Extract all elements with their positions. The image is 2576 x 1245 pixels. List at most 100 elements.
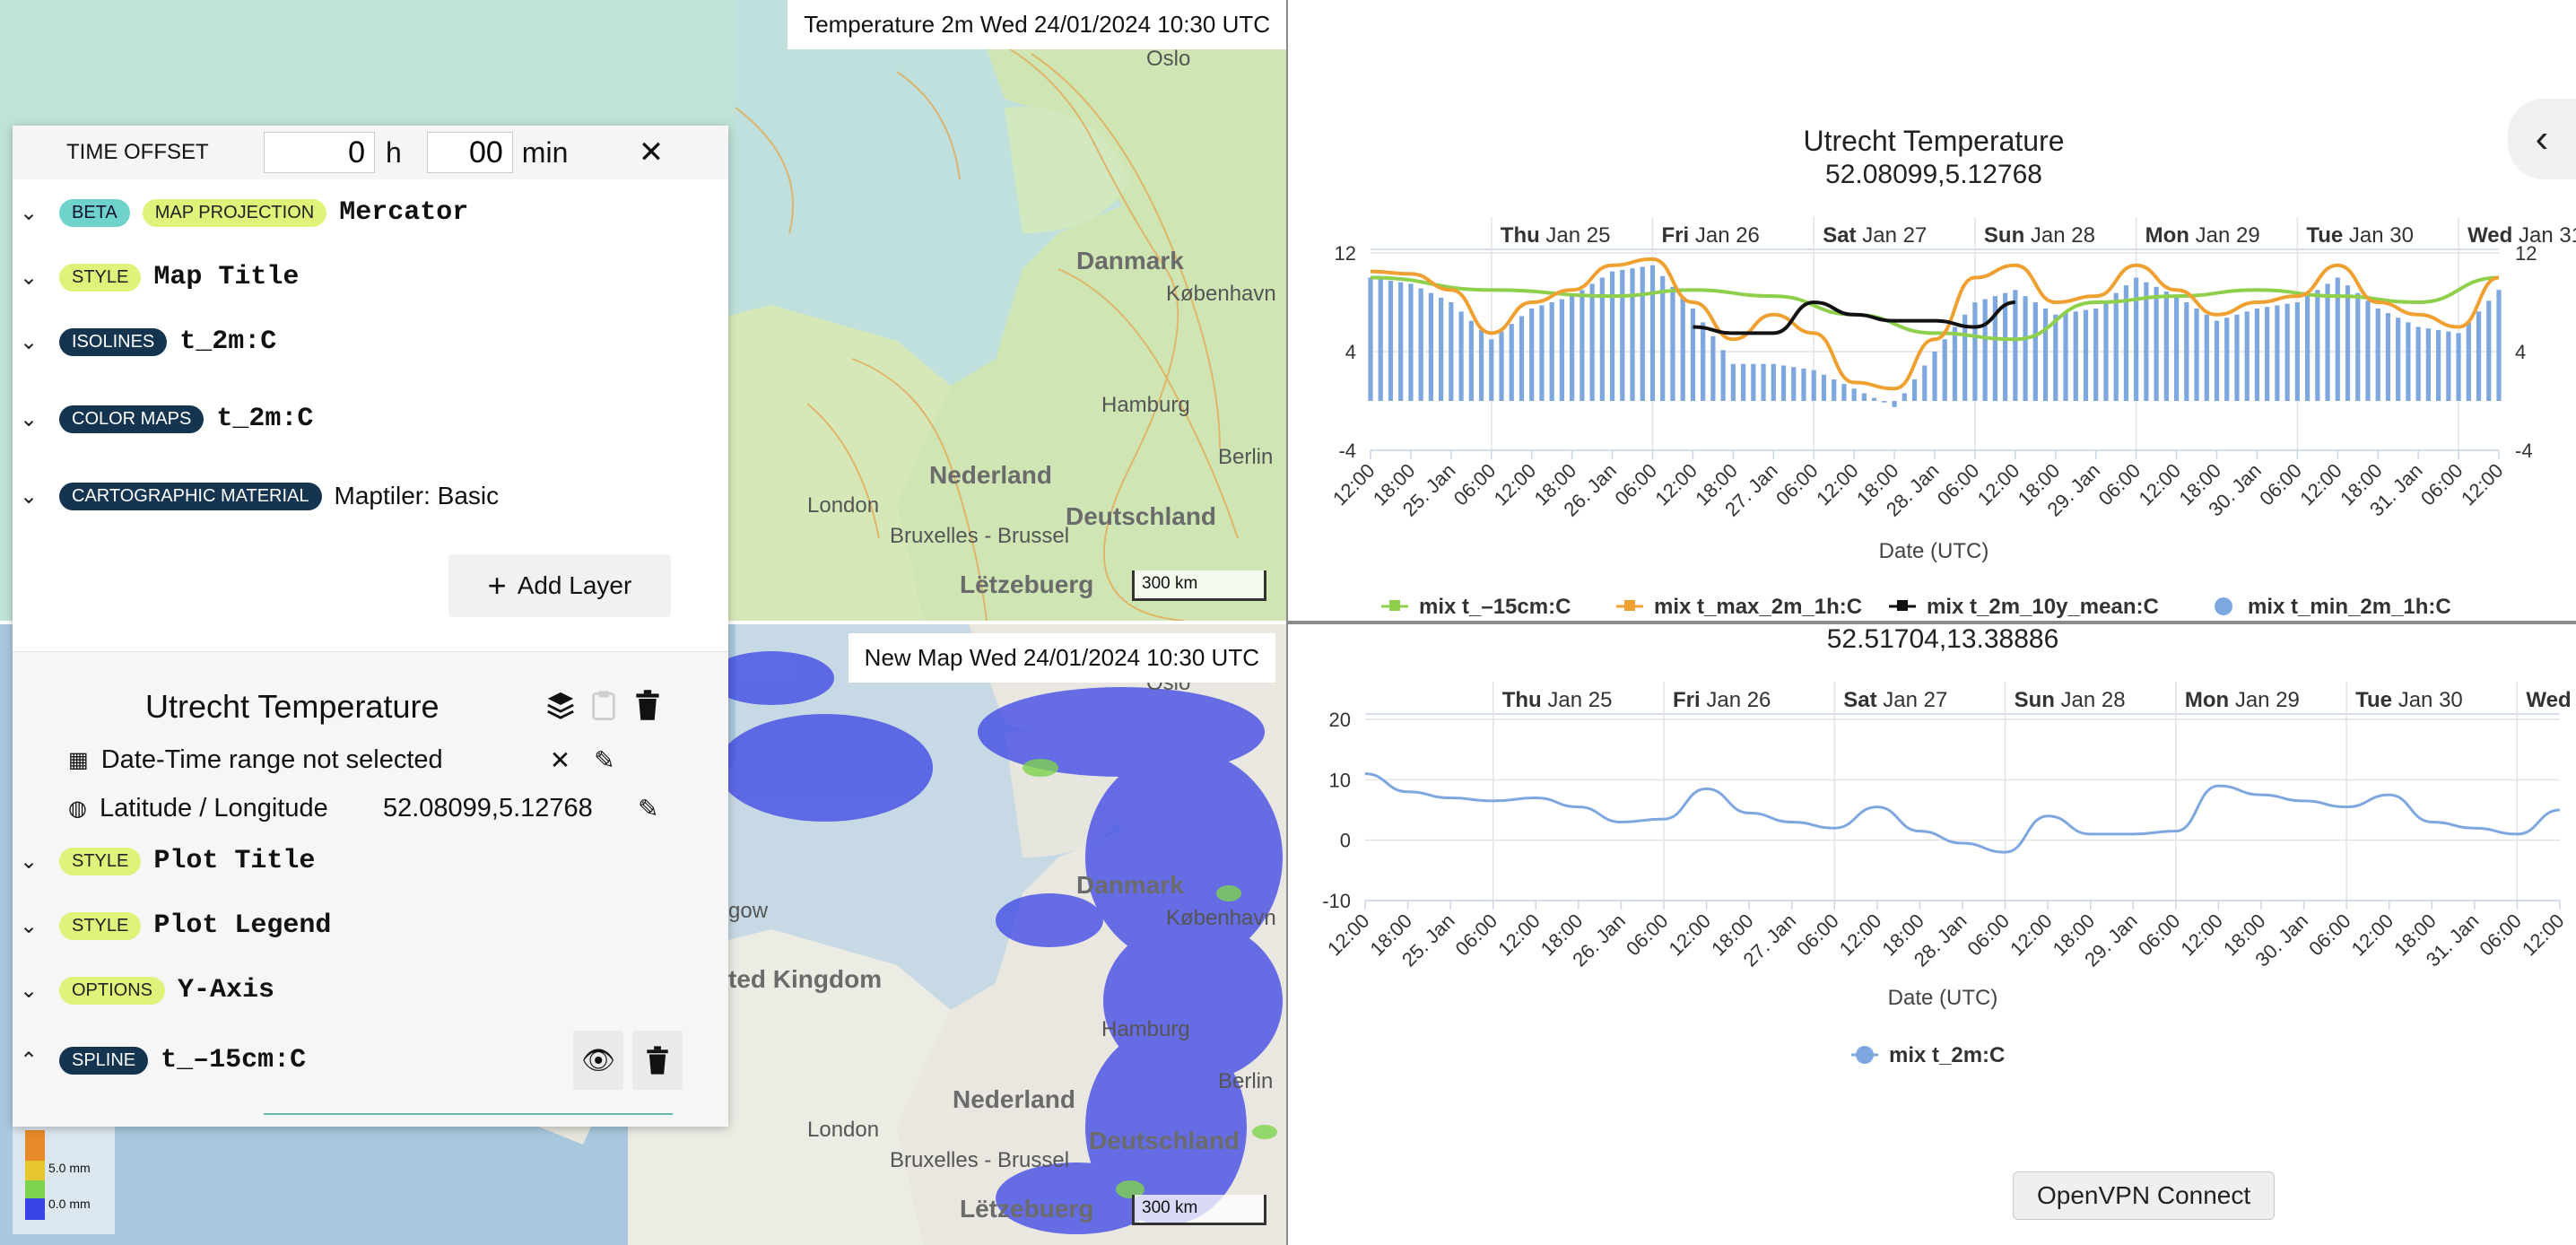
x-tick-label: 06:00 — [2255, 459, 2306, 510]
eye-icon[interactable]: 👁 — [573, 1031, 624, 1090]
bar — [1832, 379, 1837, 401]
layer-row-projection[interactable]: ⌄ BETA MAP PROJECTION Mercator — [13, 190, 728, 235]
bar — [2163, 291, 2169, 401]
x-tick-label: 06:00 — [1933, 459, 1984, 510]
trash-icon[interactable] — [635, 690, 660, 725]
bar — [2396, 318, 2401, 401]
chart-title: Utrecht Temperature — [1803, 125, 2064, 157]
bar — [1398, 282, 1404, 401]
chart-bottom: 52.51704,13.38886 20 10 0 -10 Thu Jan 25 Fri J… — [1288, 624, 2576, 1245]
plot-row-yaxis[interactable]: ⌄ OPTIONS Y-Axis — [13, 968, 728, 1013]
place-nederland: Nederland — [929, 461, 1052, 489]
plot-section: Utrecht Temperature ▦ Date-Time range no… — [13, 651, 728, 1127]
time-offset-hours-input[interactable] — [264, 132, 375, 173]
globe-icon: ◍ — [68, 796, 87, 821]
layer-row-cartographic[interactable]: ⌄ CARTOGRAPHIC MATERIAL Maptiler: Basic — [13, 474, 728, 518]
x-tick-label: 06:00 — [1792, 910, 1843, 961]
badge-style: STYLE — [59, 263, 142, 292]
plot-row-spline[interactable]: ⌃ SPLINE t_–15cm:C 👁 — [13, 1029, 728, 1092]
bar — [2093, 308, 2099, 401]
chevron-down-icon[interactable]: ⌄ — [19, 406, 39, 431]
bar — [1489, 339, 1494, 401]
bar — [1872, 397, 1877, 401]
plus-icon: + — [487, 567, 507, 604]
bar — [1649, 265, 1656, 401]
bar — [1952, 326, 1958, 401]
top-axis-label: Sun Jan 28 — [2015, 688, 2126, 712]
layers-icon[interactable] — [545, 690, 576, 725]
x-tick-label: 12:00 — [1835, 910, 1886, 961]
bar — [1922, 365, 1928, 401]
chart-subtitle: 52.08099,5.12768 — [1825, 160, 2042, 189]
bar — [1640, 266, 1645, 401]
bar — [1740, 363, 1746, 401]
chevron-down-icon[interactable]: ⌄ — [19, 200, 39, 225]
layer-row-color-maps[interactable]: ⌄ COLOR MAPS t_2m:C — [13, 396, 728, 441]
x-tick-label: 12:00 — [1812, 459, 1863, 510]
clear-icon[interactable]: ✕ — [549, 745, 571, 774]
top-axis-label: Mon Jan 29 — [2185, 688, 2300, 712]
place-berlin: Berlin — [1218, 445, 1274, 469]
edit-icon[interactable]: ✎ — [594, 745, 615, 774]
bar — [2345, 285, 2351, 401]
bar — [1992, 296, 1997, 401]
legend-marker — [1389, 600, 1400, 611]
bar — [2365, 300, 2371, 401]
x-tick-label: 12:00 — [2295, 459, 2346, 510]
trash-icon[interactable] — [632, 1031, 683, 1090]
plot-row-legend[interactable]: ⌄ STYLE Plot Legend — [13, 903, 728, 948]
bar — [2355, 292, 2361, 401]
place-letzebuerg: Lëtzebuerg — [960, 570, 1094, 598]
top-axis-label: Thu Jan 25 — [1501, 223, 1611, 248]
x-tick-label: 12:00 — [2347, 910, 2398, 961]
map-top-scale: 300 km — [1132, 570, 1266, 601]
bar — [2234, 314, 2240, 401]
time-offset-minutes-input[interactable] — [426, 132, 513, 173]
legend-label: mix t_min_2m_1h:C — [2248, 595, 2451, 619]
clipboard-icon[interactable] — [590, 690, 617, 725]
badge-color-maps: COLOR MAPS — [59, 405, 205, 433]
y-tick-label: 20 — [1329, 709, 1351, 731]
chevron-down-icon[interactable]: ⌄ — [19, 849, 39, 874]
chart-bottom-svg: 52.51704,13.38886 20 10 0 -10 Thu Jan 25 Fri J… — [1322, 624, 2576, 1067]
place-danmark: Danmark — [1076, 247, 1184, 274]
bar — [2113, 292, 2119, 401]
add-layer-label: Add Layer — [517, 571, 632, 599]
bar — [1428, 292, 1433, 401]
layer-row-map-title[interactable]: ⌄ STYLE Map Title — [13, 255, 728, 300]
bar — [1439, 297, 1444, 401]
chevron-down-icon[interactable]: ⌄ — [19, 913, 39, 938]
map-bottom-scale: 300 km — [1132, 1195, 1266, 1225]
bar — [1942, 339, 1947, 401]
x-tick-label: 06:00 — [2416, 459, 2467, 510]
chevron-down-icon[interactable]: ⌄ — [19, 483, 39, 509]
plot-row-title[interactable]: ⌄ STYLE Plot Title — [13, 839, 728, 884]
chevron-down-icon[interactable]: ⌄ — [19, 265, 39, 290]
x-tick-label: 06:00 — [1451, 910, 1502, 961]
bar — [1932, 352, 1937, 401]
bar — [1509, 324, 1514, 401]
bar — [1811, 370, 1816, 401]
precip-legend: 5.0 mm 0.0 mm — [13, 1127, 115, 1234]
bar — [2284, 303, 2290, 401]
place-kobenhavn: København — [1166, 282, 1276, 306]
top-axis-label: Mon Jan 29 — [2145, 223, 2260, 248]
badge-style: STYLE — [59, 911, 142, 940]
x-tick-label: 12:00 — [2457, 459, 2508, 510]
legend-marker — [1897, 600, 1908, 611]
close-icon[interactable]: ✕ — [638, 135, 665, 170]
bar — [1791, 367, 1797, 401]
place-oslo: Oslo — [1146, 47, 1191, 71]
layer-row-isolines[interactable]: ⌄ ISOLINES t_2m:C — [13, 319, 728, 364]
add-layer-button[interactable]: + Add Layer — [448, 554, 671, 617]
x-tick-label: 06:00 — [1771, 459, 1823, 510]
chevron-down-icon[interactable]: ⌄ — [19, 978, 39, 1003]
x-tick-label: 06:00 — [2304, 910, 2355, 961]
bar — [1730, 363, 1736, 401]
edit-icon[interactable]: ✎ — [637, 794, 659, 823]
y-tick-label-right: 4 — [2515, 341, 2526, 363]
chevron-up-icon[interactable]: ⌃ — [19, 1048, 39, 1073]
badge-style: STYLE — [59, 847, 142, 875]
chevron-down-icon[interactable]: ⌄ — [19, 329, 39, 354]
collapse-panel-button[interactable]: ‹ — [2508, 99, 2576, 179]
